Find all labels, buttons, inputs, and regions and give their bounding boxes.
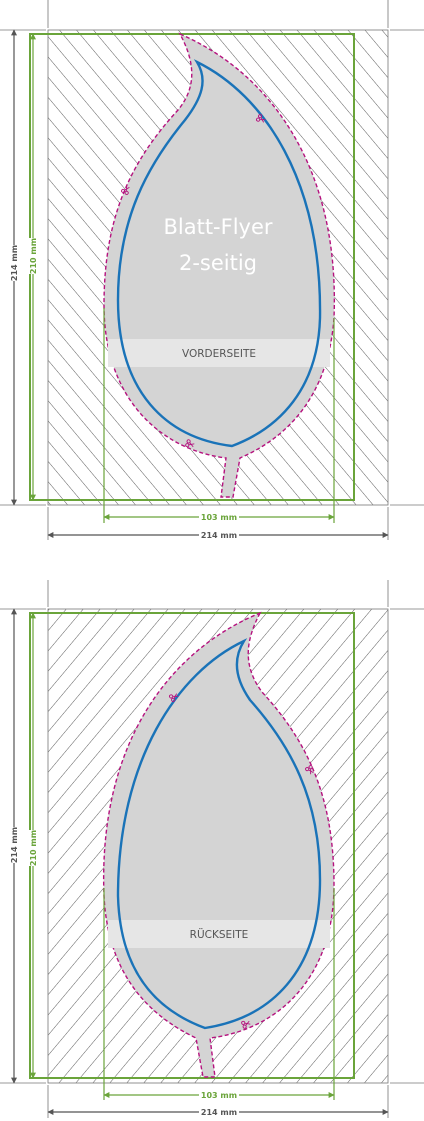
back-crop-marks <box>0 580 424 1118</box>
front-dim-trim-horizontal: 103 mm <box>103 308 335 523</box>
front-dim-trim-vertical: 210 mm <box>28 33 38 501</box>
back-dim-trim-vertical: 210 mm <box>28 612 38 1079</box>
back-safe-line <box>116 638 322 1030</box>
back-dim-trim-horizontal: 103 mm <box>103 888 335 1100</box>
back-panel: RÜCKSEITE 214 mm 210 mm 103 mm 214 mm <box>0 580 424 1118</box>
svg-text:103 mm: 103 mm <box>201 513 237 522</box>
front-title-line2: 2-seitig <box>179 251 257 275</box>
svg-text:210 mm: 210 mm <box>29 830 38 866</box>
svg-text:214 mm: 214 mm <box>10 827 19 863</box>
back-label-band <box>108 920 330 948</box>
front-dim-outer-vertical: 214 mm <box>9 29 19 506</box>
front-safe-line <box>116 59 322 448</box>
front-side-label: VORDERSEITE <box>182 348 256 360</box>
svg-text:214 mm: 214 mm <box>201 1108 237 1117</box>
front-crop-marks <box>0 0 424 540</box>
front-title-line1: Blatt-Flyer <box>163 215 272 239</box>
svg-text:103 mm: 103 mm <box>201 1091 237 1100</box>
front-label-band <box>108 339 330 367</box>
back-dim-outer-vertical: 214 mm <box>9 608 19 1084</box>
front-dim-outer-horizontal: 214 mm <box>47 530 389 540</box>
back-dim-outer-horizontal: 214 mm <box>47 1107 389 1117</box>
svg-text:210 mm: 210 mm <box>29 238 38 274</box>
front-panel: Blatt-Flyer 2-seitig VORDERSEITE 214 mm … <box>0 0 424 540</box>
svg-text:214 mm: 214 mm <box>10 245 19 281</box>
back-leaf-paper <box>102 611 335 1078</box>
back-side-label: RÜCKSEITE <box>190 928 249 941</box>
svg-text:214 mm: 214 mm <box>201 531 237 540</box>
